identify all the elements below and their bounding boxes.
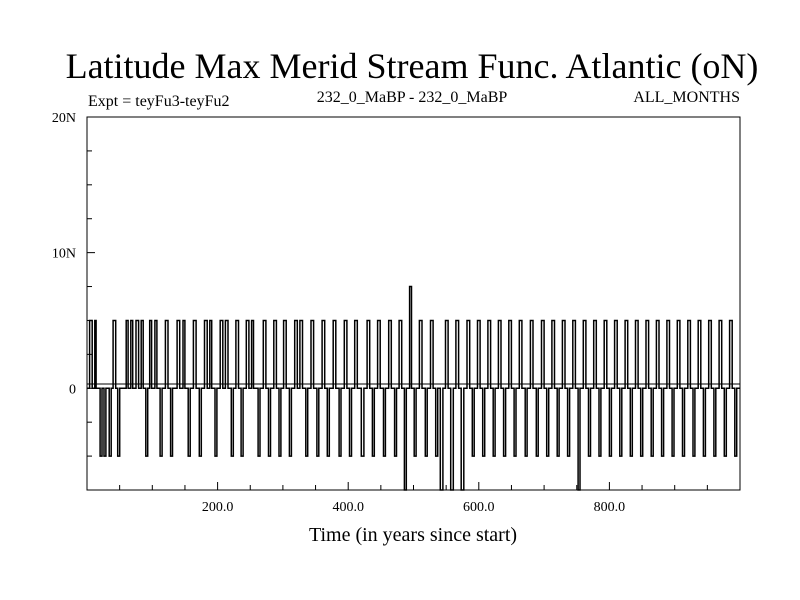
series-layer <box>87 285 740 491</box>
period-label: 232_0_MaBP - 232_0_MaBP <box>317 89 508 106</box>
y-tick-label: 10N <box>52 247 76 262</box>
chart-title: Latitude Max Merid Stream Func. Atlantic… <box>66 46 759 86</box>
x-axis-ticks: 200.0 400.0 600.0 800.0 <box>119 482 708 515</box>
experiment-label: Expt = teyFu3-teyFu2 <box>88 93 229 110</box>
x-tick-label: 600.0 <box>463 500 495 515</box>
plot-frame <box>86 116 741 491</box>
series-line-0 <box>87 285 740 491</box>
y-tick-label: 0 <box>69 382 76 397</box>
y-tick-label: 20N <box>52 111 76 126</box>
x-tick-label: 800.0 <box>594 500 626 515</box>
x-tick-label: 200.0 <box>202 500 234 515</box>
x-tick-label: 400.0 <box>332 500 364 515</box>
x-axis-title: Time (in years since start) <box>309 524 517 546</box>
months-label: ALL_MONTHS <box>633 89 740 106</box>
y-axis-ticks: 0 10N 20N <box>52 111 95 457</box>
